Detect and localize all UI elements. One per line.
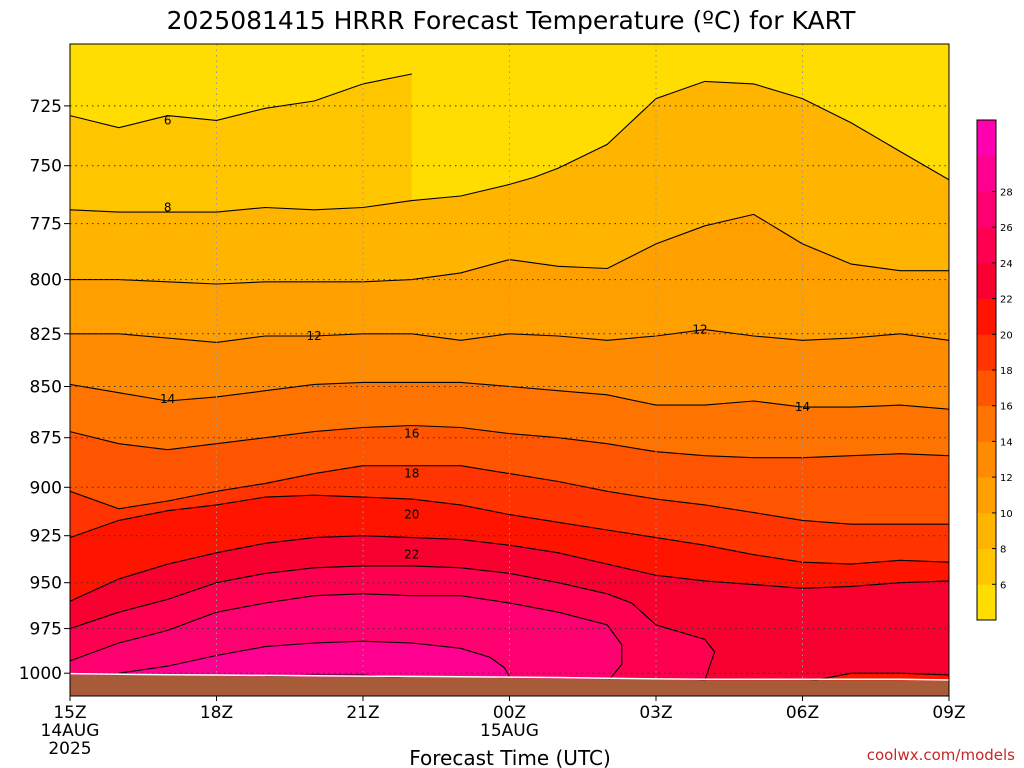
isotherm-label-20-8: 20 [404, 508, 419, 522]
y-tick-label-975: 975 [30, 620, 62, 640]
colorbar-swatch-14 [977, 405, 996, 442]
x-tick-label-0-0: 15Z [53, 703, 86, 723]
colorbar-swatch-8 [977, 512, 996, 549]
isotherm-label-22-9: 22 [404, 548, 419, 562]
colorbar-label-20: 20 [1000, 330, 1013, 341]
x-tick-label-0-2: 2025 [48, 739, 91, 759]
x-axis-label: Forecast Time (UTC) [409, 746, 611, 768]
colorbar-label-10: 10 [1000, 509, 1013, 520]
x-tick-label-12-0: 03Z [639, 703, 672, 723]
y-tick-label-875: 875 [30, 429, 62, 449]
colorbar-swatch-4 [977, 584, 996, 621]
colorbar-swatch-28 [977, 155, 996, 192]
colorbar-swatch-22 [977, 262, 996, 299]
isotherm-label-14-5: 14 [795, 400, 810, 414]
colorbar-swatch-30 [977, 120, 996, 157]
colorbar-label-16: 16 [1000, 402, 1013, 413]
isotherm-6-0 [70, 73, 412, 129]
plot-area: 6 8 12 12 14 14 16 18 20 22 [70, 44, 949, 696]
credit-text: coolwx.com/models [867, 746, 1015, 764]
colorbar-label-26: 26 [1000, 223, 1013, 234]
colorbar-label-22: 22 [1000, 295, 1013, 306]
y-tick-label-925: 925 [30, 527, 62, 547]
grid-lines [70, 44, 949, 696]
y-tick-label-850: 850 [30, 378, 62, 398]
colorbar-swatch-24 [977, 227, 996, 264]
temperature-fill [70, 44, 949, 696]
colorbar-swatch-16 [977, 370, 996, 407]
isotherm-label-16-6: 16 [404, 427, 419, 441]
chart-title: 2025081415 HRRR Forecast Temperature (ºC… [167, 6, 857, 35]
terrain-edge [70, 672, 949, 681]
y-tick-label-950: 950 [30, 574, 62, 594]
isotherm-8-1 [70, 80, 949, 213]
colorbar-swatch-20 [977, 298, 996, 335]
x-tick-label-18-0: 09Z [932, 703, 965, 723]
colorbar-label-12: 12 [1000, 473, 1013, 484]
colorbar-label-24: 24 [1000, 259, 1013, 270]
isotherm-label-12-3: 12 [692, 323, 707, 337]
y-axis: 725 750 775 800 825 850 875 900 925 950 975 1000 [19, 97, 70, 684]
colorbar-label-18: 18 [1000, 366, 1013, 377]
colorbar-swatch-12 [977, 441, 996, 478]
x-tick-label-15-0: 06Z [786, 703, 819, 723]
isotherm-26-10 [70, 593, 623, 692]
x-tick-label-9-0: 00Z [493, 703, 526, 723]
colorbar-swatch-6 [977, 548, 996, 585]
x-tick-label-3-0: 18Z [200, 703, 233, 723]
y-tick-label-725: 725 [30, 97, 62, 117]
colorbar-label-6: 6 [1000, 580, 1006, 591]
y-tick-label-775: 775 [30, 215, 62, 235]
terrain-surface [70, 674, 949, 696]
x-tick-label-6-0: 21Z [346, 703, 379, 723]
isotherm-20-13 [777, 672, 949, 688]
isotherm-label-6-0: 6 [164, 113, 172, 127]
colorbar: 6 8 10 12 14 16 18 20 22 24 26 28 [976, 119, 1013, 621]
colorbar-label-14: 14 [1000, 437, 1013, 448]
colorbar-label-8: 8 [1000, 545, 1006, 556]
colorbar-swatch-18 [977, 334, 996, 371]
isotherm-labels: 6 8 12 12 14 14 16 18 20 22 [160, 113, 810, 561]
y-tick-label-900: 900 [30, 478, 62, 498]
y-tick-label-750: 750 [30, 157, 62, 177]
x-tick-label-9-1: 15AUG [480, 721, 539, 741]
isotherm-label-12-2: 12 [307, 329, 322, 343]
colorbar-label-28: 28 [1000, 187, 1013, 198]
colorbar-swatch-10 [977, 477, 996, 514]
x-tick-label-0-1: 14AUG [41, 721, 100, 741]
isotherm-label-8-1: 8 [164, 201, 172, 215]
isotherm-label-14-4: 14 [160, 392, 175, 406]
y-tick-label-1000: 1000 [19, 664, 62, 684]
isotherm-label-18-7: 18 [404, 467, 419, 481]
y-tick-label-800: 800 [30, 271, 62, 291]
colorbar-swatch-26 [977, 191, 996, 228]
y-tick-label-825: 825 [30, 325, 62, 345]
